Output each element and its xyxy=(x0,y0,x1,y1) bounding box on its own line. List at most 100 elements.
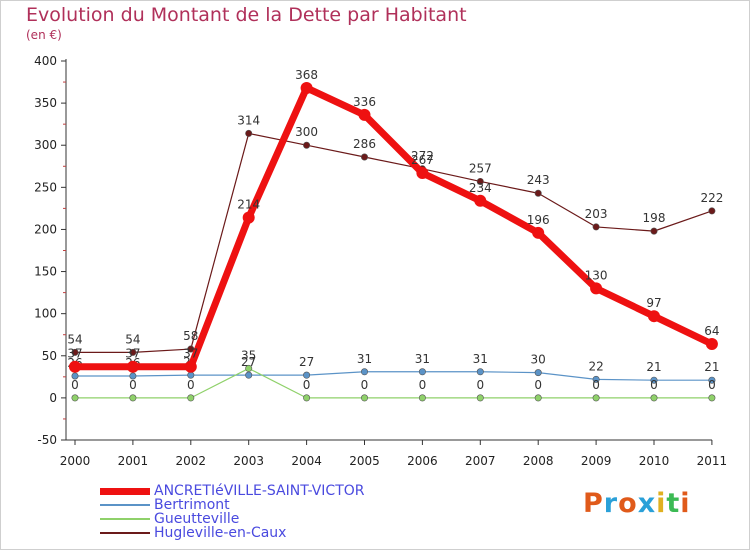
x-tick-label: 2003 xyxy=(233,454,264,468)
data-point xyxy=(476,394,484,402)
data-label: 0 xyxy=(592,378,600,392)
series-line xyxy=(75,371,712,381)
logo-letter: i xyxy=(656,488,667,519)
data-point xyxy=(187,394,195,402)
data-label: 0 xyxy=(650,378,658,392)
data-point xyxy=(245,129,253,137)
data-label: 54 xyxy=(67,332,82,346)
data-point xyxy=(69,360,81,373)
proxiti-logo: Proxiti xyxy=(583,488,691,519)
data-point xyxy=(360,394,368,402)
data-point xyxy=(648,310,660,323)
data-label: 234 xyxy=(469,181,492,195)
series-line xyxy=(75,132,713,354)
data-point xyxy=(129,372,137,380)
data-point xyxy=(242,211,255,224)
legend-item: ANCRETIéVILLE-SAINT-VICTOR xyxy=(100,484,365,498)
data-label: 31 xyxy=(415,352,430,366)
data-label: 54 xyxy=(125,332,140,346)
data-label: 0 xyxy=(534,378,542,392)
data-point xyxy=(71,372,79,380)
data-point xyxy=(303,394,311,402)
data-point xyxy=(416,167,429,180)
data-label: 0 xyxy=(476,378,484,392)
logo-letter: r xyxy=(603,488,619,519)
x-tick-label: 2001 xyxy=(118,454,149,468)
data-point xyxy=(708,207,716,215)
data-point xyxy=(708,376,716,384)
data-point xyxy=(590,282,603,295)
data-point xyxy=(303,141,311,149)
data-point xyxy=(418,394,426,402)
data-point xyxy=(476,177,484,185)
y-tick-label: 150 xyxy=(34,265,57,279)
data-label: 0 xyxy=(129,378,137,392)
x-tick-label: 2011 xyxy=(697,454,728,468)
x-tick-label: 2007 xyxy=(465,454,496,468)
data-point xyxy=(474,194,487,207)
legend-swatch xyxy=(100,504,150,506)
x-tick-label: 2010 xyxy=(639,454,670,468)
data-label: 314 xyxy=(237,113,260,127)
data-label: 214 xyxy=(237,198,260,212)
data-point xyxy=(650,394,658,402)
data-point xyxy=(71,348,79,356)
data-label: 0 xyxy=(361,378,369,392)
x-tick-label: 2008 xyxy=(523,454,554,468)
logo-letter: P xyxy=(583,488,604,519)
chart-title: Evolution du Montant de la Dette par Hab… xyxy=(26,4,467,26)
legend-label: Hugleville-en-Caux xyxy=(154,525,287,541)
legend-label: Bertrimont xyxy=(154,497,230,513)
data-label: 22 xyxy=(588,359,603,373)
data-label: 300 xyxy=(295,125,318,139)
legend-swatch xyxy=(100,487,150,495)
logo-letter: t xyxy=(666,488,681,519)
data-point xyxy=(184,360,197,373)
legend: ANCRETIéVILLE-SAINT-VICTOR Bertrimont Gueu… xyxy=(100,484,365,540)
data-label: 267 xyxy=(411,153,434,167)
x-tick-label: 2004 xyxy=(291,454,322,468)
data-label: 27 xyxy=(241,355,256,369)
data-label: 336 xyxy=(353,95,376,109)
data-point xyxy=(592,375,600,383)
legend-label: ANCRETIéVILLE-SAINT-VICTOR xyxy=(154,483,365,499)
data-point xyxy=(71,394,79,402)
data-label: 21 xyxy=(704,360,719,374)
x-tick-label: 2006 xyxy=(407,454,438,468)
y-tick-label: 50 xyxy=(42,349,57,363)
data-label: 0 xyxy=(71,378,79,392)
data-label: 368 xyxy=(295,68,318,82)
logo-letter: o xyxy=(618,488,638,519)
data-label: 27 xyxy=(299,355,314,369)
series-line xyxy=(75,367,712,399)
data-label: 257 xyxy=(469,161,492,175)
unit-label: (en €) xyxy=(26,28,62,42)
data-label: 196 xyxy=(527,213,550,227)
x-tick-label: 2009 xyxy=(581,454,612,468)
data-point xyxy=(360,153,368,161)
data-point xyxy=(129,394,137,402)
data-label: 37 xyxy=(67,347,82,361)
legend-swatch xyxy=(100,518,150,520)
logo-letter: i xyxy=(680,488,691,519)
data-point xyxy=(705,337,718,350)
data-label: 130 xyxy=(585,268,608,282)
y-tick-label: 400 xyxy=(34,54,57,68)
data-label: 286 xyxy=(353,137,376,151)
data-point xyxy=(650,227,658,235)
data-point xyxy=(358,108,371,121)
logo-letter: x xyxy=(637,488,657,519)
data-label: 0 xyxy=(708,378,716,392)
legend-label: Gueutteville xyxy=(154,511,240,527)
series-line xyxy=(75,84,714,371)
y-tick-label: 350 xyxy=(34,96,57,110)
data-point xyxy=(418,368,426,376)
data-label: 58 xyxy=(183,329,198,343)
data-point xyxy=(592,223,600,231)
data-label: 243 xyxy=(527,173,550,187)
y-tick-label: 100 xyxy=(34,307,57,321)
legend-item: Hugleville-en-Caux xyxy=(100,526,365,540)
data-point xyxy=(592,394,600,402)
